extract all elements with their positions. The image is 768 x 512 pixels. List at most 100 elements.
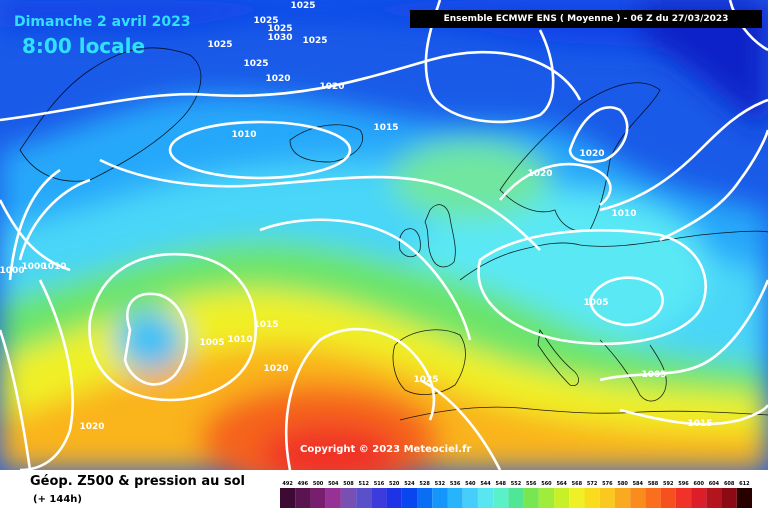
date-label: Dimanche 2 avril 2023 [14, 14, 191, 30]
scale-swatch [401, 488, 418, 508]
scale-swatch [280, 488, 296, 508]
scale-tick-label: 520 [389, 481, 400, 487]
scale-tick-label: 492 [282, 481, 293, 487]
isobars [0, 0, 768, 470]
isobar-label: 1010 [611, 209, 636, 219]
scale-swatch [356, 488, 372, 508]
isobar-label: 1020 [319, 82, 344, 92]
isobar-label: 1020 [79, 422, 104, 432]
z500-red-inner [260, 425, 400, 470]
scale-swatch [721, 488, 737, 508]
scale-tick-label: 540 [465, 481, 476, 487]
scale-tick-label: 536 [450, 481, 461, 487]
scale-tick-label: 576 [602, 481, 613, 487]
scale-tick-label: 532 [435, 481, 446, 487]
scale-tick-label: 592 [663, 481, 674, 487]
scale-tick-label: 500 [313, 481, 324, 487]
isobar-label: 1015 [687, 419, 712, 429]
scale-swatch [599, 488, 615, 508]
scale-swatch [417, 488, 433, 508]
scale-swatch [554, 488, 570, 508]
isobar-label: 1015 [373, 123, 398, 133]
scale-swatch [325, 488, 341, 508]
scale-tick-label: 552 [511, 481, 522, 487]
scale-swatch [675, 488, 692, 508]
scale-swatch [386, 488, 402, 508]
scale-tick-label: 584 [633, 481, 644, 487]
z500-low-west [115, 310, 185, 370]
scale-tick-label: 528 [419, 481, 430, 487]
forecast-lead-time: (+ 144h) [33, 494, 82, 505]
isobar-label: 1025 [253, 16, 278, 26]
scale-tick-label: 512 [359, 481, 370, 487]
scale-swatch [584, 488, 600, 508]
scale-swatch [706, 488, 722, 508]
color-scale: 492 496 500 504 508 512 516 520 524 528 532 536 540 5… [280, 481, 752, 508]
scale-swatch [630, 488, 646, 508]
scale-swatch [691, 488, 707, 508]
isobar-label: 1015 [253, 320, 278, 330]
isobar-label: 1005 [583, 298, 608, 308]
scale-tick-label: 580 [617, 481, 628, 487]
isobar-label: 1025 [243, 59, 268, 69]
isobar-label: 1025 [302, 36, 327, 46]
scale-tick-label: 600 [693, 481, 704, 487]
scale-tick-label: 504 [328, 481, 339, 487]
isobar-label: 1025 [207, 40, 232, 50]
scale-swatch [493, 488, 509, 508]
scale-tick-label: 564 [556, 481, 567, 487]
scale-swatch [538, 488, 555, 508]
scale-swatch [477, 488, 494, 508]
scale-swatch [508, 488, 524, 508]
isobar-label: 1010 [231, 130, 256, 140]
isobar-label: 1020 [579, 149, 604, 159]
isobar-label: 1000 [0, 266, 25, 276]
scale-tick-label: 604 [709, 481, 720, 487]
scale-tick-label: 572 [587, 481, 598, 487]
legend-footer: Géop. Z500 & pression au sol (+ 144h) 49… [0, 470, 768, 512]
isobar-label: 1010 [227, 335, 252, 345]
scale-swatch [614, 488, 631, 508]
scale-swatch [432, 488, 448, 508]
isobar-label: 1010 [41, 262, 66, 272]
scale-swatch [295, 488, 311, 508]
scale-swatch [371, 488, 387, 508]
isobar-label: 1025 [267, 24, 292, 34]
scale-tick-label: 588 [648, 481, 659, 487]
scale-swatch [645, 488, 661, 508]
isobar-label: 1030 [267, 33, 292, 43]
scale-swatch [447, 488, 463, 508]
local-time-label: 8:00 locale [22, 34, 146, 58]
scale-swatch [523, 488, 539, 508]
isobar-label: 1020 [263, 364, 288, 374]
isobar-label: 1025 [290, 1, 315, 11]
scale-swatch [660, 488, 676, 508]
isobar-label: 1020 [265, 74, 290, 84]
scale-tick-label: 568 [572, 481, 583, 487]
isobar-label: 1020 [527, 169, 552, 179]
isobar-label: 1005 [641, 370, 666, 380]
scale-swatch [569, 488, 585, 508]
isobar-label: 1000 [21, 262, 46, 272]
scale-swatch [462, 488, 478, 508]
scale-tick-label: 524 [404, 481, 415, 487]
scale-tick-label: 544 [480, 481, 491, 487]
scale-swatch [340, 488, 357, 508]
scale-tick-label: 612 [739, 481, 750, 487]
scale-swatch [310, 488, 326, 508]
scale-tick-label: 596 [678, 481, 689, 487]
model-banner: Ensemble ECMWF ENS ( Moyenne ) - 06 Z du… [410, 10, 762, 28]
scale-tick-label: 556 [526, 481, 537, 487]
scale-tick-label: 560 [541, 481, 552, 487]
isobar-label: 1025 [413, 375, 438, 385]
scale-tick-label: 608 [724, 481, 735, 487]
map-title: Géop. Z500 & pression au sol [30, 474, 245, 489]
copyright-label: Copyright © 2023 Meteociel.fr [300, 444, 472, 455]
z500-green-north [390, 140, 550, 220]
scale-tick-label: 508 [343, 481, 354, 487]
scale-tick-label: 516 [374, 481, 385, 487]
scale-tick-label: 548 [496, 481, 507, 487]
scale-swatch [736, 488, 752, 508]
